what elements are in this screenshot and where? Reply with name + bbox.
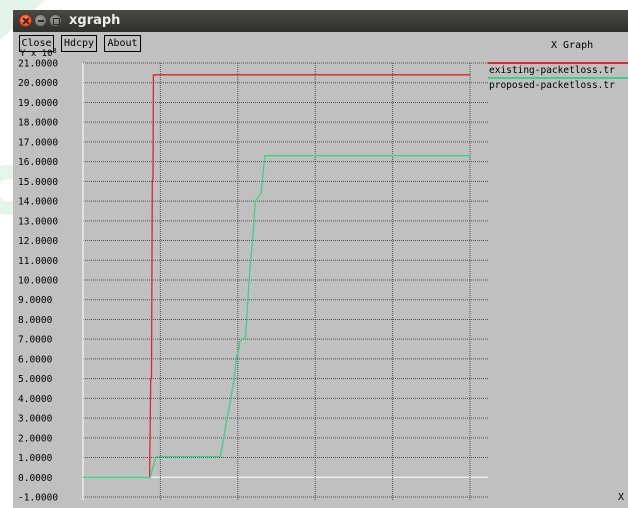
y-tick-label: 0.0000: [18, 473, 53, 484]
y-tick-label: 13.0000: [18, 216, 58, 227]
y-tick-label: 7.0000: [18, 335, 53, 346]
y-tick-label: 2.0000: [18, 433, 53, 444]
legend: existing-packetloss.tr proposed-packetlo…: [488, 62, 628, 92]
legend-label-proposed: proposed-packetloss.tr: [489, 79, 615, 93]
y-tick-label: 20.0000: [18, 78, 58, 89]
y-tick-label: 21.0000: [18, 59, 58, 70]
legend-label-existing: existing-packetloss.tr: [489, 64, 615, 78]
legend-item-existing: existing-packetloss.tr: [488, 62, 628, 77]
y-tick-label: 16.0000: [18, 157, 58, 168]
y-tick-label: 12.0000: [18, 236, 58, 247]
y-tick-label: 8.0000: [18, 315, 53, 326]
xgraph-window: xgraph Close Hdcpy About X Graph Y x 103…: [13, 10, 628, 508]
y-tick-label: 19.0000: [18, 98, 58, 109]
y-tick-label: 14.0000: [18, 197, 58, 208]
y-tick-label: 9.0000: [18, 295, 53, 306]
y-tick-label: 5.0000: [18, 374, 53, 385]
y-tick-label: 6.0000: [18, 354, 53, 365]
y-tick-label: 3.0000: [18, 414, 53, 425]
y-tick-label: 1.0000: [18, 453, 53, 464]
grid-layer: [83, 63, 488, 500]
y-tick-label: 4.0000: [18, 394, 53, 405]
series-line-proposed: [83, 156, 470, 478]
y-tick-label: 11.0000: [18, 256, 58, 267]
x-axis-label: X: [618, 492, 624, 503]
y-tick-label: 18.0000: [18, 118, 58, 129]
legend-item-proposed: proposed-packetloss.tr: [488, 77, 628, 92]
y-tick-label: 17.0000: [18, 137, 58, 148]
y-tick-label: 15.0000: [18, 177, 58, 188]
tick-labels: -1.0000 0.0000 1.0000 2.0000 3.0000 4.0000 5.0…: [18, 59, 490, 508]
y-tick-label: -1.0000: [18, 493, 58, 504]
y-tick-label: 10.0000: [18, 276, 58, 287]
